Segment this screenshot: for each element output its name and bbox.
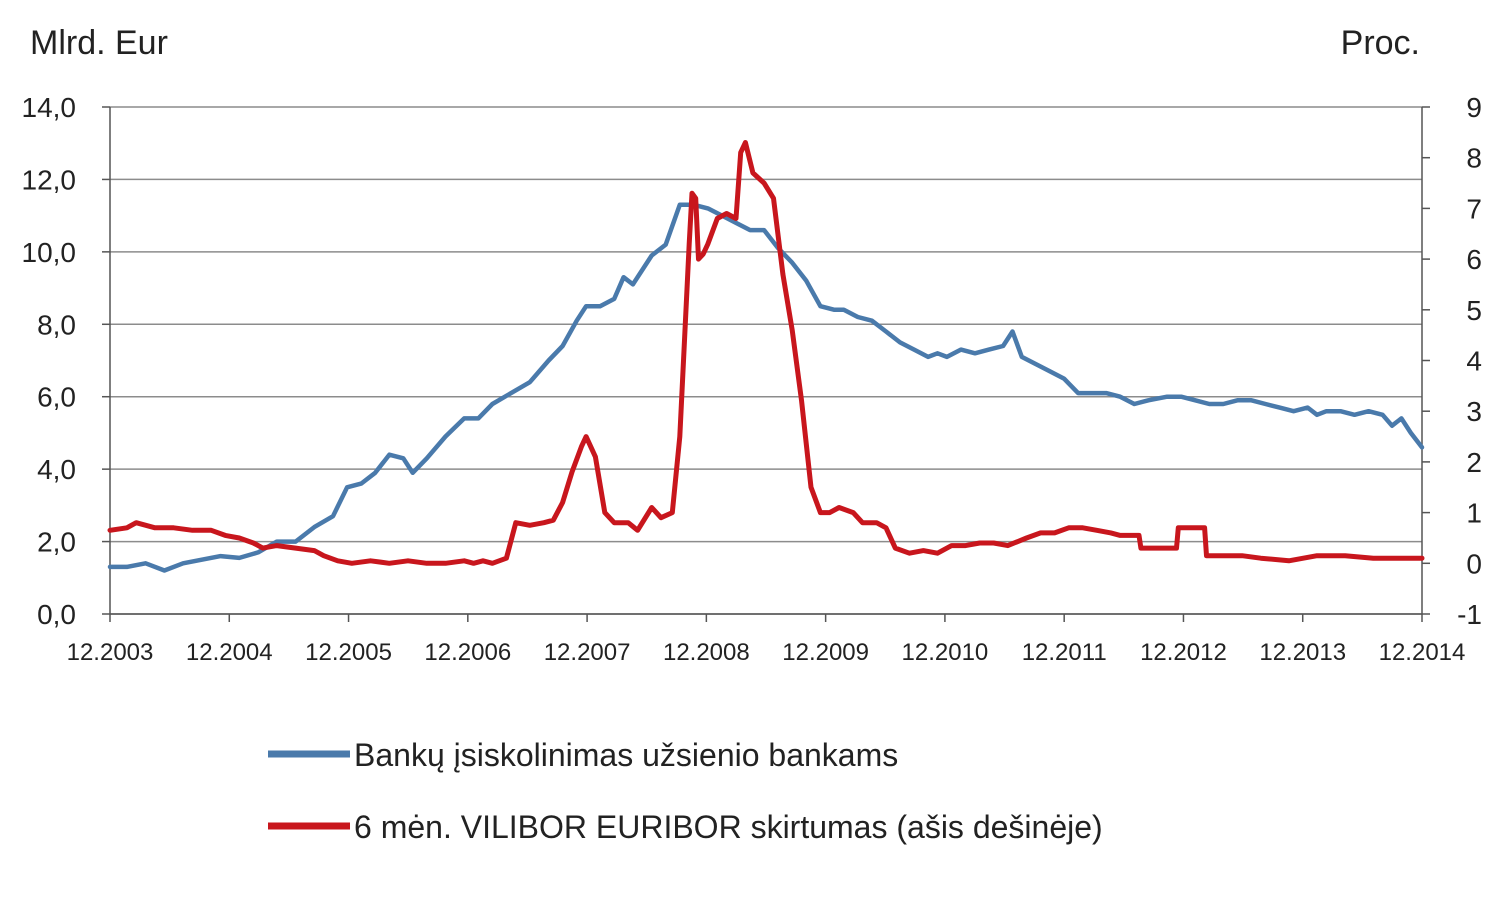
y-right-tick-label: 5 [1466,295,1482,326]
y-left-tick-label: 14,0 [22,92,77,123]
x-tick-label: 12.2014 [1379,639,1466,666]
x-tick-label: 12.2003 [67,639,154,666]
x-tick-label: 12.2007 [544,639,631,666]
x-tick-label: 12.2006 [424,639,511,666]
y-right-tick-label: 4 [1466,346,1482,377]
x-tick-label: 12.2010 [902,639,989,666]
series-line-spread [107,140,1425,566]
legend-label-debt: Bankų įsiskolinimas užsienio bankams [354,737,898,773]
gridlines [110,106,1422,615]
series-lines [107,140,1425,573]
y-left-tick-label: 8,0 [37,309,76,340]
y-left-tick-label: 4,0 [37,454,76,485]
y-right-tick-label: -1 [1457,599,1482,630]
y-left-tick-label: 2,0 [37,527,76,558]
y-right-tick-label: 3 [1466,396,1482,427]
x-tick-label: 12.2004 [186,639,273,666]
x-tick-label: 12.2013 [1259,639,1346,666]
y-left-tick-label: 0,0 [37,599,76,630]
axes [102,106,1430,622]
y-right-tick-label: 0 [1466,548,1482,579]
legend: Bankų įsiskolinimas užsienio bankams 6 m… [268,737,1103,845]
y-right-tick-label: 2 [1466,447,1482,478]
x-tick-label: 12.2005 [305,639,392,666]
y-right-tick-label: 8 [1466,143,1482,174]
series-line-debt [107,202,1425,573]
x-tick-label: 12.2012 [1140,639,1227,666]
legend-label-spread: 6 mėn. VILIBOR EURIBOR skirtumas (ašis d… [354,809,1103,845]
y-left-tick-label: 12,0 [22,164,77,195]
y-right-tick-label: 6 [1466,244,1482,275]
y-right-tick-label: 9 [1466,92,1482,123]
tick-labels: 0,0 2,0 4,0 6,0 8,0 10,0 12,0 14,0 -1 0 1 2 3 4 5 6 7 8 9 1… [22,92,1483,666]
y-right-tick-label: 1 [1466,498,1482,529]
x-tick-label: 12.2011 [1022,639,1107,666]
y-left-tick-label: 6,0 [37,382,76,413]
x-tick-label: 12.2009 [782,639,869,666]
y-right-tick-label: 7 [1466,193,1482,224]
x-tick-label: 12.2008 [663,639,750,666]
left-axis-unit: Mlrd. Eur [30,24,168,62]
right-axis-unit: Proc. [1341,24,1420,62]
y-left-tick-label: 10,0 [22,237,77,268]
